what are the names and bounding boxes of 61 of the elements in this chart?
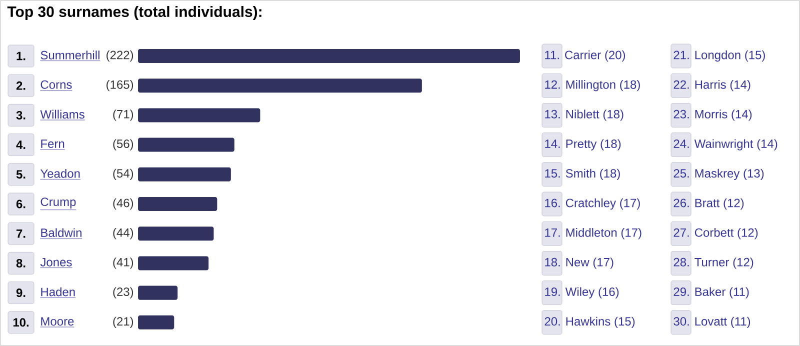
text: 10. bbox=[13, 318, 29, 327]
text: 11. Carrier (20) bbox=[545, 50, 626, 62]
data-label: (46) bbox=[113, 198, 134, 210]
text: 14. Pretty (18) bbox=[545, 139, 621, 150]
y-tick-label: Moore bbox=[41, 317, 74, 326]
data-label: (44) bbox=[113, 228, 134, 240]
data-label: (21) bbox=[113, 316, 134, 328]
text: 3. bbox=[16, 110, 26, 120]
data-label: (54) bbox=[113, 168, 134, 180]
text: 24. Wainwright (14) bbox=[674, 139, 778, 150]
data-label: (41) bbox=[113, 258, 134, 269]
text: 23. Morris (14) bbox=[674, 110, 752, 121]
text: 8. bbox=[16, 258, 26, 268]
bar bbox=[138, 315, 174, 330]
text: 1. bbox=[16, 52, 26, 60]
bar bbox=[138, 49, 520, 64]
text: 22. Harris (14) bbox=[674, 80, 750, 92]
bar bbox=[138, 167, 231, 182]
data-label: (165) bbox=[106, 80, 134, 92]
bar bbox=[138, 197, 218, 212]
y-tick-label: Fern bbox=[41, 140, 64, 148]
bar bbox=[138, 226, 214, 241]
bar bbox=[138, 108, 260, 122]
y-tick-label: Corns bbox=[40, 80, 72, 89]
bar bbox=[138, 138, 234, 152]
text: 16. Cratchley (17) bbox=[545, 198, 640, 210]
text: 19. Wiley (16) bbox=[545, 287, 619, 298]
text: 7. bbox=[16, 229, 26, 238]
chart-title: Top 30 surnames (total individuals): bbox=[7, 6, 262, 20]
text: 6. bbox=[16, 200, 26, 208]
text: 21. Longdon (15) bbox=[674, 50, 765, 62]
y-tick-label: Baldwin bbox=[41, 228, 82, 238]
data-label: (222) bbox=[106, 50, 134, 62]
y-tick-label: Haden bbox=[41, 287, 75, 296]
text: 2. bbox=[16, 81, 26, 90]
y-tick-label: Jones bbox=[40, 258, 72, 266]
text: 26. Bratt (12) bbox=[674, 198, 744, 210]
data-label: (56) bbox=[113, 139, 134, 150]
y-tick-label: Crump bbox=[40, 198, 76, 208]
bar bbox=[138, 256, 209, 270]
bar bbox=[138, 78, 422, 93]
bar bbox=[138, 286, 178, 300]
y-tick-label: Yeadon bbox=[40, 169, 80, 178]
text: 15. Smith (18) bbox=[545, 168, 620, 180]
text: 12. Millington (18) bbox=[545, 80, 640, 92]
data-label: (23) bbox=[113, 287, 134, 298]
text: 25. Maskrey (13) bbox=[674, 168, 764, 180]
text: 20. Hawkins (15) bbox=[544, 316, 635, 328]
text: 30. Lovatt (11) bbox=[674, 316, 750, 328]
text: 17. Middleton (17) bbox=[545, 228, 642, 240]
text: 27. Corbett (12) bbox=[674, 228, 758, 240]
text: 4. bbox=[16, 140, 26, 149]
text: 5. bbox=[16, 170, 26, 179]
text: 9. bbox=[16, 288, 26, 298]
y-tick-label: Summerhill bbox=[40, 50, 100, 60]
y-tick-label: Williams bbox=[40, 110, 84, 119]
text: 28. Turner (12) bbox=[674, 258, 754, 269]
text: 13. Niblett (18) bbox=[545, 110, 624, 121]
text: 29. Baker (11) bbox=[674, 287, 749, 298]
text: 18. New (17) bbox=[545, 258, 614, 269]
data-label: (71) bbox=[113, 110, 134, 121]
